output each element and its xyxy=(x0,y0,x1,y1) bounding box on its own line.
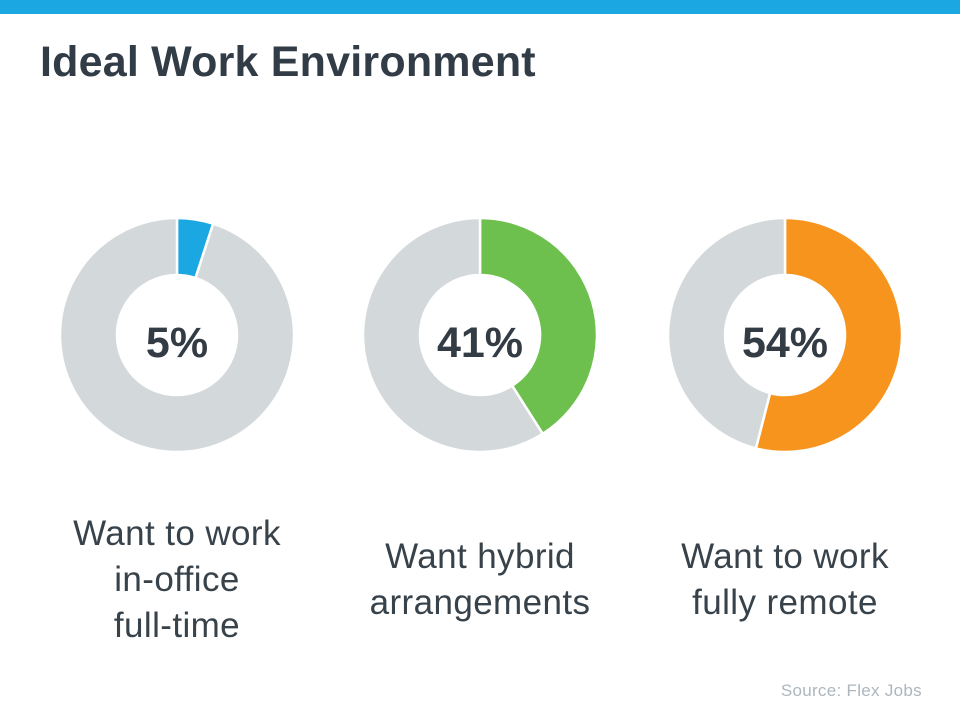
donut-chart-in-office: 5% Want to work in-office full-time xyxy=(27,215,327,650)
donut-wrap: 5% xyxy=(57,215,297,455)
page-title: Ideal Work Environment xyxy=(40,38,536,86)
donut-caption: Want to work fully remote xyxy=(635,510,935,650)
donut-chart-hybrid: 41% Want hybrid arrangements xyxy=(330,215,630,650)
source-credit: Source: Flex Jobs xyxy=(780,681,922,700)
donut-caption-text: Want hybrid arrangements xyxy=(369,537,591,622)
donut-ring xyxy=(58,216,296,454)
donut-ring xyxy=(666,216,904,454)
top-accent-bar xyxy=(0,0,960,14)
donut-caption-text: Want to work in-office full-time xyxy=(73,514,281,645)
donut-ring xyxy=(361,216,599,454)
donut-wrap: 54% xyxy=(665,215,905,455)
donut-caption-text: Want to work fully remote xyxy=(681,537,889,622)
donut-chart-remote: 54% Want to work fully remote xyxy=(635,215,935,650)
donut-wrap: 41% xyxy=(360,215,600,455)
donut-caption: Want to work in-office full-time xyxy=(27,510,327,650)
donut-caption: Want hybrid arrangements xyxy=(330,510,630,650)
